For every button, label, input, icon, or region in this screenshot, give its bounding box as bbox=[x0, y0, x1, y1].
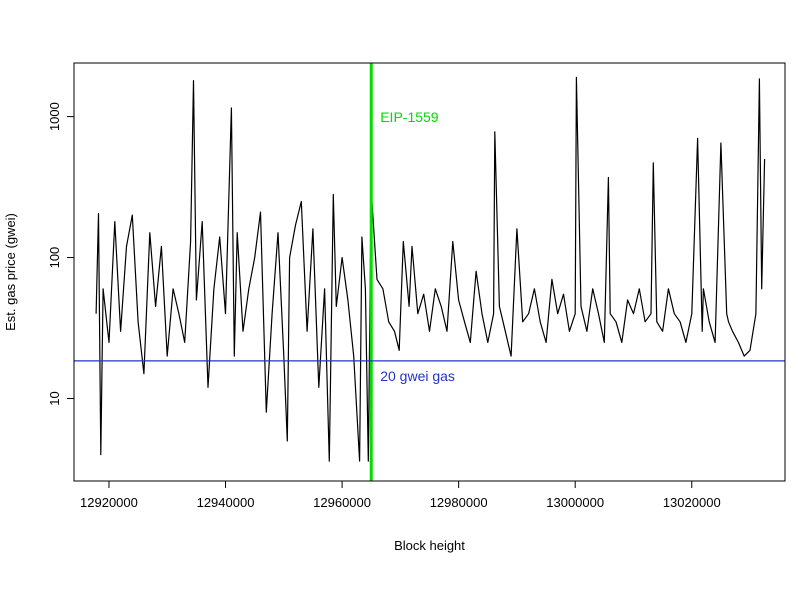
x-tick-label: 12920000 bbox=[80, 495, 138, 510]
x-tick-label: 12940000 bbox=[197, 495, 255, 510]
x-tick-label: 13020000 bbox=[663, 495, 721, 510]
y-axis-label: Est. gas price (gwei) bbox=[3, 213, 18, 331]
x-tick-label: 12960000 bbox=[313, 495, 371, 510]
x-tick-label: 13000000 bbox=[546, 495, 604, 510]
eip-1559-label: EIP-1559 bbox=[380, 109, 439, 125]
gas-price-series-line bbox=[95, 76, 766, 462]
x-tick-label: 12980000 bbox=[430, 495, 488, 510]
x-axis-label: Block height bbox=[394, 538, 465, 553]
y-axis: 10 100 1000 bbox=[47, 102, 75, 406]
y-tick-label: 100 bbox=[47, 247, 62, 269]
reference-gas-label: 20 gwei gas bbox=[380, 368, 455, 384]
reference-layer: EIP-1559 20 gwei gas bbox=[74, 63, 785, 481]
series-layer bbox=[95, 76, 766, 462]
y-tick-label: 10 bbox=[47, 391, 62, 405]
x-axis: 12920000 12940000 12960000 12980000 13000000… bbox=[80, 480, 721, 510]
y-tick-label: 1000 bbox=[47, 102, 62, 131]
